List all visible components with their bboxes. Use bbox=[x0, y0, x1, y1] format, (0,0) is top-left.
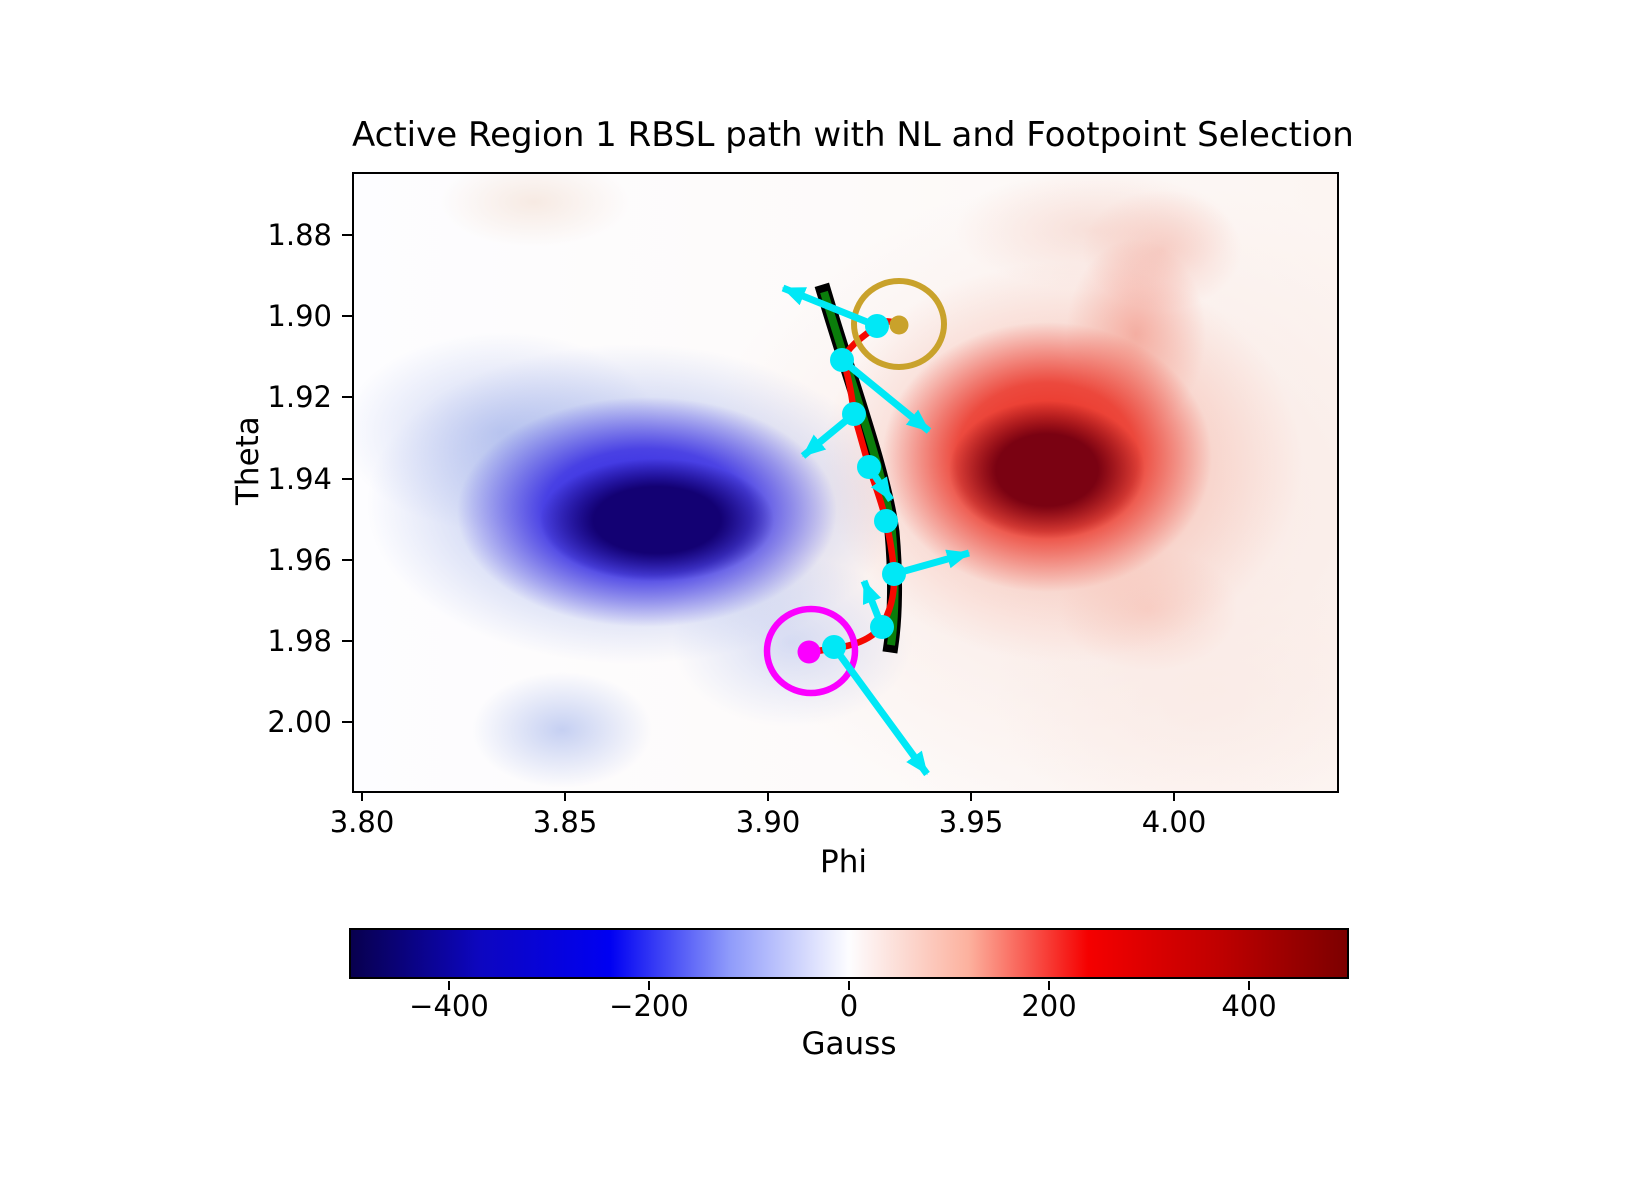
y-tickmark bbox=[342, 234, 352, 236]
footpoint-dot-negative bbox=[797, 640, 821, 664]
y-tick-label-1.98: 1.98 bbox=[267, 624, 332, 658]
y-tick-label-1.92: 1.92 bbox=[267, 380, 332, 414]
y-tickmark bbox=[342, 315, 352, 317]
path-node-dot bbox=[842, 402, 866, 426]
path-node-dot bbox=[874, 509, 898, 533]
colorbar-tickmark bbox=[648, 981, 650, 990]
x-tickmark bbox=[564, 791, 566, 801]
path-overlay bbox=[763, 278, 971, 777]
y-tick-label-1.96: 1.96 bbox=[267, 543, 332, 577]
colorbar-tickmark bbox=[848, 981, 850, 990]
colorbar-label: Gauss bbox=[801, 1026, 897, 1062]
x-tickmark bbox=[970, 791, 972, 801]
footpoint-dot-positive bbox=[889, 315, 909, 335]
colorbar bbox=[349, 928, 1349, 979]
y-tickmark bbox=[342, 721, 352, 723]
y-tick-label-1.88: 1.88 bbox=[267, 218, 332, 252]
colorbar-tickmark bbox=[1048, 981, 1050, 990]
y-tick-label-1.94: 1.94 bbox=[267, 462, 332, 496]
x-tickmark bbox=[361, 791, 363, 801]
path-node-dot bbox=[830, 348, 854, 372]
y-tickmark bbox=[342, 478, 352, 480]
footpoint-circle-negative bbox=[763, 605, 859, 697]
x-tick-label-3.80: 3.80 bbox=[329, 805, 395, 839]
x-tickmark bbox=[767, 791, 769, 801]
y-tick-label-2.00: 2.00 bbox=[267, 705, 332, 739]
x-tick-label-3.95: 3.95 bbox=[938, 805, 1004, 839]
y-tickmark bbox=[342, 559, 352, 561]
plot-area bbox=[352, 172, 1339, 793]
path-node-dot bbox=[870, 615, 894, 639]
colorbar-tickmark bbox=[448, 981, 450, 990]
quiver-arrow bbox=[831, 644, 930, 777]
x-tickmark bbox=[1173, 791, 1175, 801]
y-tick-label-1.90: 1.90 bbox=[267, 299, 332, 333]
x-axis-label: Phi bbox=[820, 844, 867, 880]
path-node-dot bbox=[857, 455, 881, 479]
magnetogram-heatmap bbox=[354, 174, 1337, 791]
footpoint-circle-positive bbox=[851, 278, 947, 370]
path-node-dot bbox=[865, 314, 889, 338]
path-node-dot bbox=[882, 562, 906, 586]
x-tick-label-3.90: 3.90 bbox=[735, 805, 801, 839]
y-tickmark bbox=[342, 640, 352, 642]
colorbar-tick-label-200: 200 bbox=[1021, 989, 1077, 1023]
y-tickmark bbox=[342, 396, 352, 398]
colorbar-tick-label--200: −200 bbox=[609, 989, 689, 1023]
quiver-arrow bbox=[839, 357, 932, 434]
x-tick-label-3.85: 3.85 bbox=[532, 805, 598, 839]
plot-title: Active Region 1 RBSL path with NL and Fo… bbox=[352, 115, 1354, 155]
path-node-dot bbox=[822, 635, 846, 659]
colorbar-tickmark bbox=[1248, 981, 1250, 990]
quiver-arrow bbox=[893, 549, 971, 578]
colorbar-tick-label-400: 400 bbox=[1221, 989, 1277, 1023]
colorbar-tick-label-0: 0 bbox=[839, 989, 859, 1023]
quiver-arrow bbox=[781, 284, 879, 330]
colorbar-tick-label--400: −400 bbox=[409, 989, 489, 1023]
x-tick-label-4.00: 4.00 bbox=[1141, 805, 1207, 839]
